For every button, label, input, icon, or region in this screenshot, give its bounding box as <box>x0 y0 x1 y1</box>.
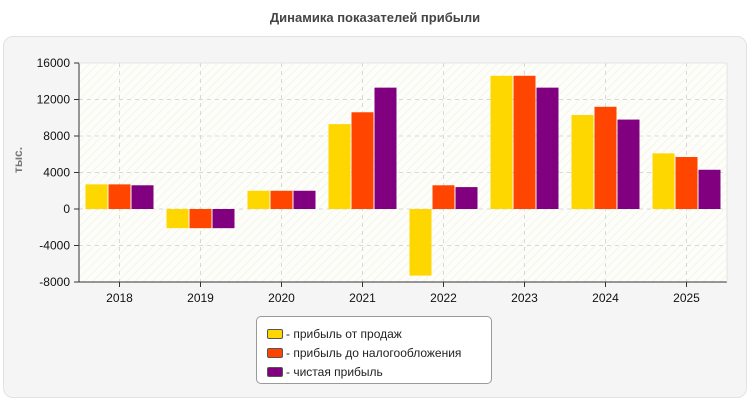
y-tick-label: -8000 <box>39 275 70 289</box>
y-tick-label: 4000 <box>43 166 70 180</box>
x-tick-label: 2018 <box>106 291 133 305</box>
x-tick-label: 2020 <box>268 291 295 305</box>
legend: - прибыль от продаж - прибыль до налогоо… <box>256 316 492 384</box>
bar <box>212 209 235 229</box>
y-tick-label: 8000 <box>43 129 70 143</box>
x-tick-label: 2024 <box>592 291 619 305</box>
bar <box>166 209 189 229</box>
bar <box>189 209 212 229</box>
bar <box>675 156 698 209</box>
bar <box>455 187 478 209</box>
x-tick-label: 2025 <box>673 291 700 305</box>
bars <box>85 75 721 276</box>
x-tick-label: 2023 <box>511 291 538 305</box>
legend-item-pretax-profit: - прибыль до налогообложения <box>267 343 491 362</box>
bar <box>351 112 374 209</box>
bar <box>571 115 594 209</box>
y-tick-label: 12000 <box>37 93 71 107</box>
bar <box>85 184 108 209</box>
legend-item-sales-profit: - прибыль от продаж <box>267 324 491 343</box>
legend-swatch-net-profit <box>267 366 283 377</box>
x-tick-label: 2022 <box>430 291 457 305</box>
bar <box>131 185 154 209</box>
bar <box>293 190 316 209</box>
bar <box>698 169 721 209</box>
legend-swatch-sales-profit <box>267 328 283 339</box>
y-axis-label: тыс. <box>11 147 25 173</box>
bar <box>652 153 675 209</box>
legend-item-net-profit: - чистая прибыль <box>267 362 491 381</box>
bar <box>617 119 640 209</box>
bar <box>490 75 513 210</box>
bar <box>247 190 270 209</box>
legend-label-net-profit: - чистая прибыль <box>286 364 383 379</box>
bar <box>374 87 397 209</box>
x-tick-label: 2021 <box>349 291 376 305</box>
y-tick-label: 0 <box>63 202 70 216</box>
legend-label-sales-profit: - прибыль от продаж <box>286 326 402 341</box>
chart-title: Динамика показателей прибыли <box>269 10 481 25</box>
bar <box>513 75 536 210</box>
bar <box>108 184 131 209</box>
bar <box>270 190 293 209</box>
legend-label-pretax-profit: - прибыль до налогообложения <box>286 345 462 360</box>
y-tick-label: 16000 <box>37 56 71 70</box>
bar <box>594 106 617 209</box>
bar <box>328 124 351 209</box>
bar <box>536 87 559 209</box>
bar <box>409 209 432 276</box>
bar <box>432 185 455 209</box>
x-tick-label: 2019 <box>187 291 214 305</box>
axes: -8000 -4000 0 4000 8000 12000 16000 2018 2019 202… <box>37 56 728 305</box>
legend-swatch-pretax-profit <box>267 347 283 358</box>
y-tick-label: -4000 <box>39 239 70 253</box>
